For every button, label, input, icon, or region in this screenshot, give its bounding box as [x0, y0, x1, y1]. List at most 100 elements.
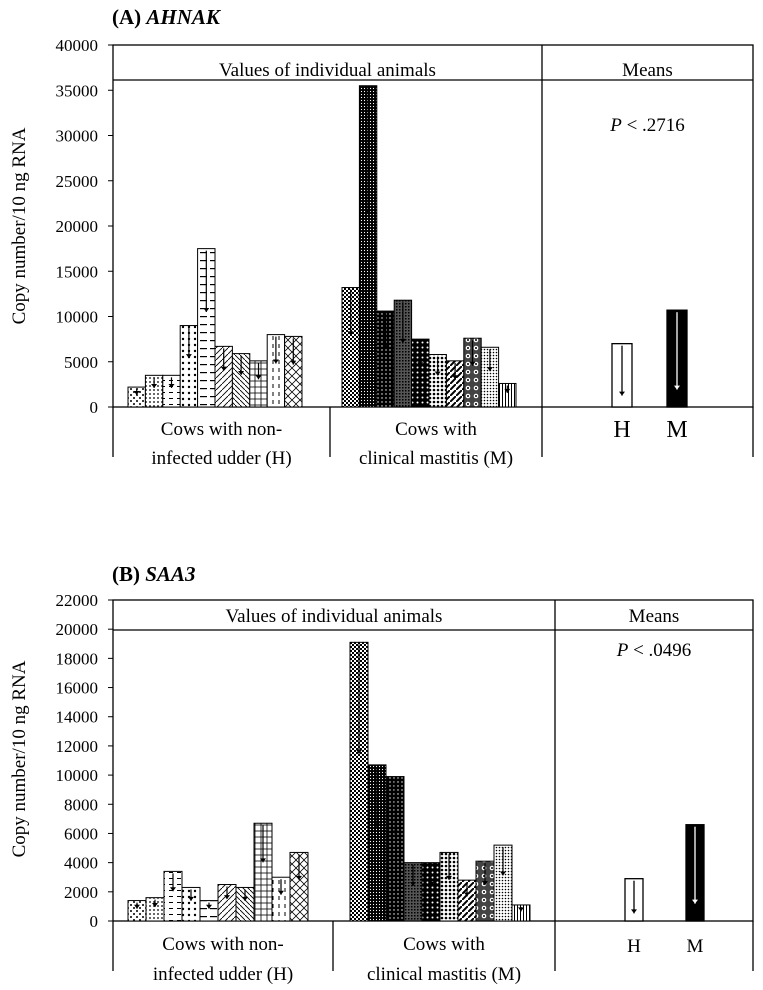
mastitis-sd-marker — [428, 881, 434, 886]
mean-group-letter: M — [666, 417, 687, 443]
healthy-sd-marker — [255, 375, 262, 380]
chart-title: (A) AHNAK — [112, 5, 222, 29]
healthy-sd-marker — [185, 354, 192, 359]
y-tick-label: 14000 — [56, 708, 99, 727]
y-tick-label: 25000 — [56, 172, 99, 191]
mastitis-bar — [385, 776, 405, 922]
group-label-line2: clinical mastitis (M) — [367, 964, 521, 985]
y-tick-label: 35000 — [56, 81, 99, 100]
mastitis-sd-marker — [464, 892, 470, 897]
healthy-sd-marker — [238, 370, 245, 375]
p-value-label: P < .2716 — [609, 115, 685, 136]
chart-title-gene: AHNAK — [144, 5, 222, 29]
y-tick-label: 12000 — [56, 737, 99, 756]
y-tick-label: 16000 — [56, 679, 99, 698]
mean-group-letter: M — [687, 936, 704, 957]
individual-panel-label: Values of individual animals — [219, 60, 436, 81]
healthy-bar — [284, 335, 303, 408]
y-tick-label: 5000 — [64, 353, 98, 372]
y-tick-label: 0 — [90, 912, 99, 931]
mastitis-sd-marker — [518, 907, 524, 912]
healthy-sd-marker — [133, 391, 140, 396]
p-value-label: P < .0496 — [616, 640, 692, 661]
mastitis-sd-marker — [482, 881, 488, 886]
healthy-bar — [253, 822, 273, 922]
y-tick-label: 22000 — [56, 591, 99, 610]
y-axis-label: Copy number/10 ng RNA — [9, 127, 30, 324]
healthy-sd-marker — [296, 875, 302, 880]
mastitis-bar — [358, 85, 378, 408]
p-value-symbol: P — [609, 115, 622, 136]
healthy-sd-marker — [206, 904, 212, 909]
mean-sd-marker — [631, 909, 637, 914]
p-value-text: < .2716 — [622, 115, 685, 136]
healthy-bar — [289, 851, 309, 922]
mastitis-sd-marker — [417, 362, 424, 367]
mean-group-letter: H — [613, 417, 630, 443]
healthy-sd-marker — [152, 902, 158, 907]
healthy-sd-marker — [151, 383, 158, 388]
mastitis-sd-marker — [410, 881, 416, 886]
mastitis-sd-marker — [469, 361, 476, 366]
chart-title: (B) SAA3 — [112, 562, 195, 586]
healthy-sd-marker — [170, 887, 176, 892]
mean-sd-marker — [619, 391, 625, 396]
mastitis-sd-marker — [347, 331, 354, 336]
healthy-sd-marker — [168, 383, 175, 388]
healthy-sd-marker — [134, 904, 140, 909]
charts-root: (A) AHNAK Copy number/10 ng RNA 0 5000 10000… — [9, 5, 754, 985]
mastitis-sd-marker — [356, 749, 362, 754]
means-panel-label: Means — [629, 606, 680, 627]
y-tick-label: 10000 — [56, 308, 99, 327]
mean-group-letter: H — [627, 936, 641, 957]
mastitis-sd-marker — [374, 823, 380, 828]
healthy-sd-marker — [278, 890, 284, 895]
individual-panel-label: Values of individual animals — [226, 606, 443, 627]
group-label-line1: Cows with non- — [161, 419, 282, 440]
chart-panel-a: (A) AHNAK Copy number/10 ng RNA 0 5000 10000… — [9, 5, 754, 469]
healthy-sd-marker — [260, 858, 266, 863]
mastitis-sd-marker — [392, 830, 398, 835]
y-tick-label: 30000 — [56, 127, 99, 146]
y-tick-label: 10000 — [56, 766, 99, 785]
y-axis-label: Copy number/10 ng RNA — [9, 660, 30, 857]
mastitis-bar — [511, 904, 531, 922]
healthy-sd-marker — [224, 895, 230, 900]
healthy-bar — [197, 248, 216, 408]
y-tick-label: 8000 — [64, 795, 98, 814]
healthy-sd-marker — [203, 307, 210, 312]
y-tick-label: 40000 — [56, 36, 99, 55]
mastitis-sd-marker — [504, 388, 511, 393]
y-tick-label: 18000 — [56, 649, 99, 668]
y-tick-label: 0 — [90, 398, 99, 417]
mastitis-bar — [498, 382, 517, 408]
chart-title-gene: SAA3 — [145, 562, 195, 586]
mastitis-sd-marker — [500, 871, 506, 876]
mastitis-bar — [480, 346, 500, 408]
chart-title-prefix: (A) — [112, 5, 141, 29]
means-panel-label: Means — [622, 60, 673, 81]
y-tick-label: 15000 — [56, 262, 99, 281]
healthy-sd-marker — [290, 360, 297, 365]
mastitis-sd-marker — [486, 367, 493, 372]
group-label-line1: Cows with non- — [162, 934, 283, 955]
y-tick-label: 4000 — [64, 854, 98, 873]
mastitis-sd-marker — [399, 338, 406, 343]
mean-sd-marker — [674, 385, 680, 390]
y-tick-label: 20000 — [56, 620, 99, 639]
y-tick-label: 20000 — [56, 217, 99, 236]
chart-panel-b: (B) SAA3 Copy number/10 ng RNA 0 2000 4000 60… — [9, 562, 754, 985]
chart-title-prefix: (B) — [112, 562, 140, 586]
y-tick-label: 2000 — [64, 883, 98, 902]
healthy-sd-marker — [242, 896, 248, 901]
p-value-symbol: P — [616, 640, 629, 661]
healthy-sd-marker — [272, 359, 279, 364]
group-label-line2: clinical mastitis (M) — [359, 448, 513, 469]
mastitis-bar — [493, 844, 513, 922]
mastitis-sd-marker — [365, 210, 372, 215]
y-tick-label: 6000 — [64, 824, 98, 843]
mastitis-sd-marker — [452, 375, 459, 380]
group-label-line2: infected udder (H) — [151, 448, 291, 469]
mastitis-sd-marker — [382, 345, 389, 350]
